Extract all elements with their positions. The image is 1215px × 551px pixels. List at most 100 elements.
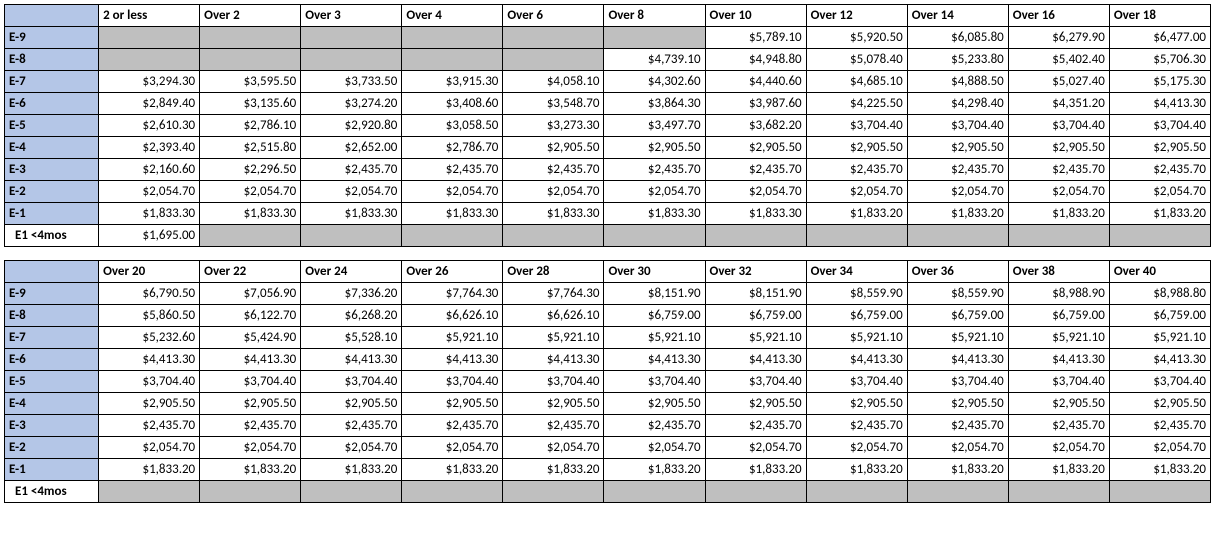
table2-cell: $8,151.90 [604,283,705,305]
table2-cell [604,481,705,503]
table2-cell: $2,435.70 [99,415,200,437]
table1-cell: $1,833.30 [604,203,705,225]
table1-row-header: E-7 [5,71,99,93]
table2-row-header: E-6 [5,349,99,371]
table2-cell: $2,905.50 [1109,393,1210,415]
table2-row: E-1$1,833.20$1,833.20$1,833.20$1,833.20$… [5,459,1211,481]
table1-cell: $2,054.70 [99,181,200,203]
table2-cell: $1,833.20 [604,459,705,481]
table2-corner [5,261,99,283]
table1-cell: $2,160.60 [99,159,200,181]
table1-cell [99,49,200,71]
table2-cell: $2,054.70 [200,437,301,459]
table2-cell: $5,860.50 [99,305,200,327]
table2-cell: $8,559.90 [806,283,907,305]
table2-col-header: Over 24 [301,261,402,283]
table1-cell: $2,435.70 [503,159,604,181]
table2-cell: $1,833.20 [301,459,402,481]
table1-cell [907,225,1008,247]
table1-cell: $5,920.50 [806,27,907,49]
table2-cell: $2,905.50 [503,393,604,415]
table2-cell: $2,054.70 [99,437,200,459]
table1-col-header: Over 14 [907,5,1008,27]
table1-cell: $5,706.30 [1109,49,1210,71]
table2-cell: $1,833.20 [200,459,301,481]
table1-col-header: Over 3 [301,5,402,27]
table1-cell: $3,135.60 [200,93,301,115]
table2-cell: $4,413.30 [705,349,806,371]
table1-row-header: E-9 [5,27,99,49]
table2-col-header: Over 28 [503,261,604,283]
table1-row: E-3$2,160.60$2,296.50$2,435.70$2,435.70$… [5,159,1211,181]
table1-cell: $2,652.00 [301,137,402,159]
table1-cell: $4,948.80 [705,49,806,71]
table1-col-header: 2 or less [99,5,200,27]
table2-row: E-2$2,054.70$2,054.70$2,054.70$2,054.70$… [5,437,1211,459]
table1-cell [604,225,705,247]
table2-cell: $2,435.70 [1109,415,1210,437]
table2-cell: $5,921.10 [402,327,503,349]
table1-cell: $3,595.50 [200,71,301,93]
table2-cell: $2,905.50 [604,393,705,415]
table1-cell: $2,905.50 [1109,137,1210,159]
table2-cell: $2,054.70 [604,437,705,459]
table2-row-header: E-8 [5,305,99,327]
table2-col-header: Over 20 [99,261,200,283]
table1-cell [1008,225,1109,247]
table1-cell [402,49,503,71]
table1-cell: $3,704.40 [806,115,907,137]
table2-cell: $5,424.90 [200,327,301,349]
table2-cell: $5,921.10 [1109,327,1210,349]
table2-row-header: E-5 [5,371,99,393]
table1-col-header: Over 10 [705,5,806,27]
table2-cell: $2,905.50 [402,393,503,415]
table1-cell: $4,888.50 [907,71,1008,93]
table2-cell: $2,905.50 [1008,393,1109,415]
table1-cell: $2,435.70 [604,159,705,181]
spacer-row [5,247,1211,261]
table1-cell: $5,789.10 [705,27,806,49]
table2-row: E-4$2,905.50$2,905.50$2,905.50$2,905.50$… [5,393,1211,415]
table2-cell: $7,764.30 [503,283,604,305]
table2-cell: $7,764.30 [402,283,503,305]
table1-cell: $1,833.20 [806,203,907,225]
table2-cell: $5,921.10 [1008,327,1109,349]
table1-cell: $1,833.30 [99,203,200,225]
table2-cell: $8,988.80 [1109,283,1210,305]
table1-cell: $2,515.80 [200,137,301,159]
table1-col-header: Over 18 [1109,5,1210,27]
table1-cell [99,27,200,49]
table1-row-header: E-6 [5,93,99,115]
table2-cell: $2,435.70 [402,415,503,437]
table1-row-header: E-2 [5,181,99,203]
table2-cell: $2,054.70 [301,437,402,459]
table2-row-header: E-4 [5,393,99,415]
table2-cell: $5,921.10 [907,327,1008,349]
table1-col-header: Over 12 [806,5,907,27]
table1-cell: $2,296.50 [200,159,301,181]
table1-row: E-7$3,294.30$3,595.50$3,733.50$3,915.30$… [5,71,1211,93]
table1-cell: $2,054.70 [907,181,1008,203]
table1-cell [1109,225,1210,247]
table1-cell: $4,440.60 [705,71,806,93]
table1-cell: $2,905.50 [503,137,604,159]
table1-row-header: E-5 [5,115,99,137]
table2-cell: $2,905.50 [200,393,301,415]
table2-cell: $2,054.70 [503,437,604,459]
table2-row: E-3$2,435.70$2,435.70$2,435.70$2,435.70$… [5,415,1211,437]
table1-col-header: Over 2 [200,5,301,27]
table2-cell: $3,704.40 [705,371,806,393]
table1-cell: $2,435.70 [907,159,1008,181]
table2-cell: $1,833.20 [503,459,604,481]
table2-cell: $1,833.20 [1008,459,1109,481]
table2-cell: $7,336.20 [301,283,402,305]
table2-cell: $2,054.70 [705,437,806,459]
table1-cell: $4,058.10 [503,71,604,93]
table1-cell: $3,915.30 [402,71,503,93]
table1-cell: $6,279.90 [1008,27,1109,49]
table2-cell: $5,528.10 [301,327,402,349]
table1-cell: $4,351.20 [1008,93,1109,115]
table2-cell [907,481,1008,503]
table1-cell [705,225,806,247]
table1-cell: $1,695.00 [99,225,200,247]
